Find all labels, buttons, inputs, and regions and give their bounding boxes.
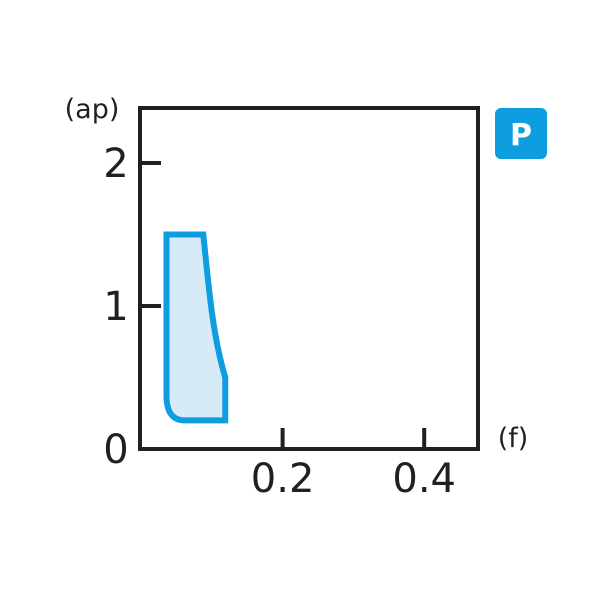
plot-frame bbox=[138, 106, 480, 451]
y-tick-label: 0 bbox=[103, 427, 128, 473]
application-range-region bbox=[163, 231, 229, 424]
x-axis-label: (f) bbox=[498, 423, 529, 454]
y-axis-label: (ap) bbox=[65, 94, 120, 125]
x-tick-label: 0.2 bbox=[251, 456, 315, 502]
y-tick-label: 2 bbox=[103, 141, 128, 187]
badge-label: P bbox=[510, 118, 532, 153]
badge-background bbox=[495, 108, 547, 159]
y-tick-label: 1 bbox=[103, 284, 128, 330]
grade-badge: P bbox=[495, 108, 547, 159]
x-tick-label: 0.4 bbox=[392, 456, 456, 502]
